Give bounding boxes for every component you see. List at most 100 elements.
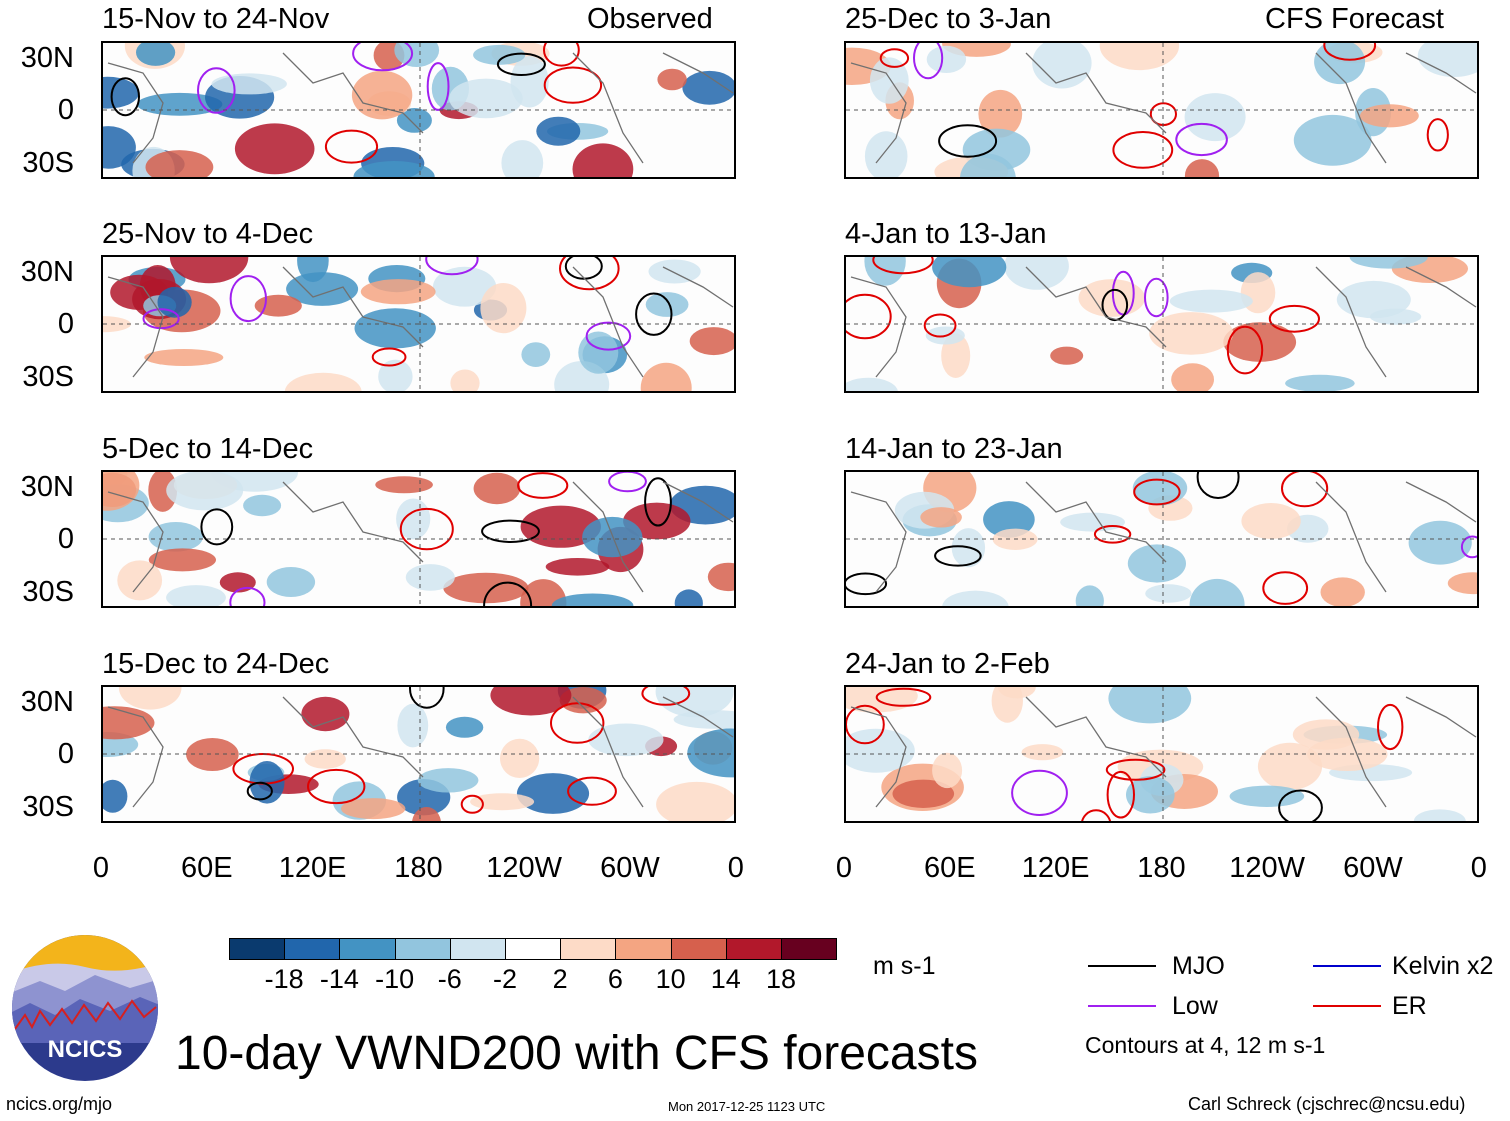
contour-line xyxy=(110,77,140,117)
y-tick-label: 30S xyxy=(22,147,74,179)
anomaly-blob xyxy=(941,333,971,378)
map-observed-1 xyxy=(101,41,736,179)
anomaly-blob xyxy=(449,78,523,119)
contour-line xyxy=(635,292,673,336)
contour-line xyxy=(938,124,998,158)
legend-label-low: Low xyxy=(1172,992,1218,1020)
anomaly-blob xyxy=(405,564,455,591)
anomaly-blob xyxy=(375,476,433,494)
anomaly-blob xyxy=(689,327,734,356)
x-tick-label: 120E xyxy=(1021,852,1090,884)
anomaly-blob xyxy=(645,292,689,317)
contour-line xyxy=(641,687,691,706)
anomaly-blob xyxy=(1447,572,1477,595)
anomaly-blob xyxy=(234,123,315,175)
anomaly-blob xyxy=(103,706,155,740)
anomaly-blob xyxy=(846,377,898,391)
anomaly-blob xyxy=(353,161,435,177)
anomaly-blob xyxy=(926,45,967,73)
coastline xyxy=(850,696,1477,808)
anomaly-blob xyxy=(1075,585,1104,606)
contour-line xyxy=(307,768,366,805)
contour-line xyxy=(517,472,569,499)
anomaly-blob xyxy=(103,472,140,511)
footer-url[interactable]: ncics.org/mjo xyxy=(6,1094,113,1114)
anomaly-blob xyxy=(1257,742,1323,790)
contour-line xyxy=(644,477,672,527)
anomaly-blob xyxy=(656,781,734,821)
anomaly-blob xyxy=(983,501,1035,538)
legend-swatch-mjo xyxy=(1088,965,1156,967)
contour-line xyxy=(399,507,454,551)
contour-line xyxy=(229,586,266,606)
anomaly-blob xyxy=(1184,93,1246,142)
colorbar-swatch xyxy=(560,938,617,960)
y-tick-label: 0 xyxy=(57,523,74,555)
anomaly-blob xyxy=(920,507,962,528)
legend-label-mjo: MJO xyxy=(1172,952,1225,980)
anomaly-blob xyxy=(144,349,224,366)
colorbar-swatch xyxy=(339,938,396,960)
column-header-observed: Observed xyxy=(587,3,713,35)
colorbar-tick-label: -6 xyxy=(437,964,462,994)
anomaly-blob xyxy=(501,140,544,177)
contour-line xyxy=(460,794,484,814)
contour-line xyxy=(1101,288,1129,322)
colorbar-tick-label: -14 xyxy=(319,964,359,994)
anomaly-blob xyxy=(249,761,285,804)
x-tick-label: 120W xyxy=(486,852,563,884)
anomaly-blob xyxy=(148,548,216,572)
anomaly-blob xyxy=(1417,43,1477,77)
anomaly-blob xyxy=(145,150,214,177)
colorbar-tick-label: -10 xyxy=(375,964,415,994)
anomaly-blob xyxy=(286,272,359,306)
map-forecast-1 xyxy=(844,41,1479,179)
contour-line xyxy=(543,66,603,104)
anomaly-blob xyxy=(1021,744,1064,761)
anomaly-blob xyxy=(655,687,734,718)
anomaly-blob xyxy=(1360,104,1419,128)
contour-line xyxy=(567,776,617,806)
contour-line xyxy=(1426,118,1449,152)
contour-note: Contours at 4, 12 m s-1 xyxy=(1085,1032,1326,1058)
y-tick-label: 0 xyxy=(57,308,74,340)
anomaly-blob xyxy=(1307,737,1388,771)
anomaly-blob xyxy=(640,362,692,391)
x-tick-label: 120W xyxy=(1229,852,1306,884)
legend-label-er: ER xyxy=(1392,992,1427,1020)
contour-line xyxy=(1262,571,1309,605)
coastline xyxy=(850,266,1477,378)
anomaly-blob xyxy=(473,44,526,65)
anomaly-blob xyxy=(1145,584,1192,603)
coastline xyxy=(850,481,1477,593)
x-tick-label: 0 xyxy=(727,852,744,884)
anomaly-blob xyxy=(1169,289,1253,313)
colorbar-tick-label: 14 xyxy=(710,964,741,994)
map-forecast-3 xyxy=(844,470,1479,608)
contour-line xyxy=(550,702,605,744)
anomaly-blob xyxy=(341,798,406,820)
y-tick-label: 0 xyxy=(57,738,74,770)
panel-period-label: 24-Jan to 2-Feb xyxy=(845,648,1050,680)
anomaly-blob xyxy=(673,710,734,729)
anomaly-blob xyxy=(1060,512,1125,532)
y-tick-label: 30N xyxy=(20,471,74,503)
coastline xyxy=(107,266,734,378)
anomaly-blob xyxy=(351,70,413,120)
anomaly-blob xyxy=(445,716,484,738)
contour-line xyxy=(197,67,236,114)
anomaly-blob xyxy=(1349,257,1428,269)
anomaly-blob xyxy=(1314,43,1366,85)
contour-line xyxy=(425,257,479,276)
anomaly-blob xyxy=(378,359,413,391)
footer-timestamp: Mon 2017-12-25 1123 UTC xyxy=(668,1099,826,1114)
contour-line xyxy=(1144,277,1169,318)
anomaly-blob xyxy=(942,590,1009,606)
contour-line xyxy=(1133,478,1181,506)
contour-line xyxy=(608,472,647,493)
x-tick-label: 180 xyxy=(1137,852,1186,884)
anomaly-blob xyxy=(301,696,350,732)
anomaly-blob xyxy=(169,257,249,284)
footer-author: Carl Schreck (cjschrec@ncsu.edu) xyxy=(1188,1094,1466,1114)
contour-line xyxy=(1093,525,1132,544)
